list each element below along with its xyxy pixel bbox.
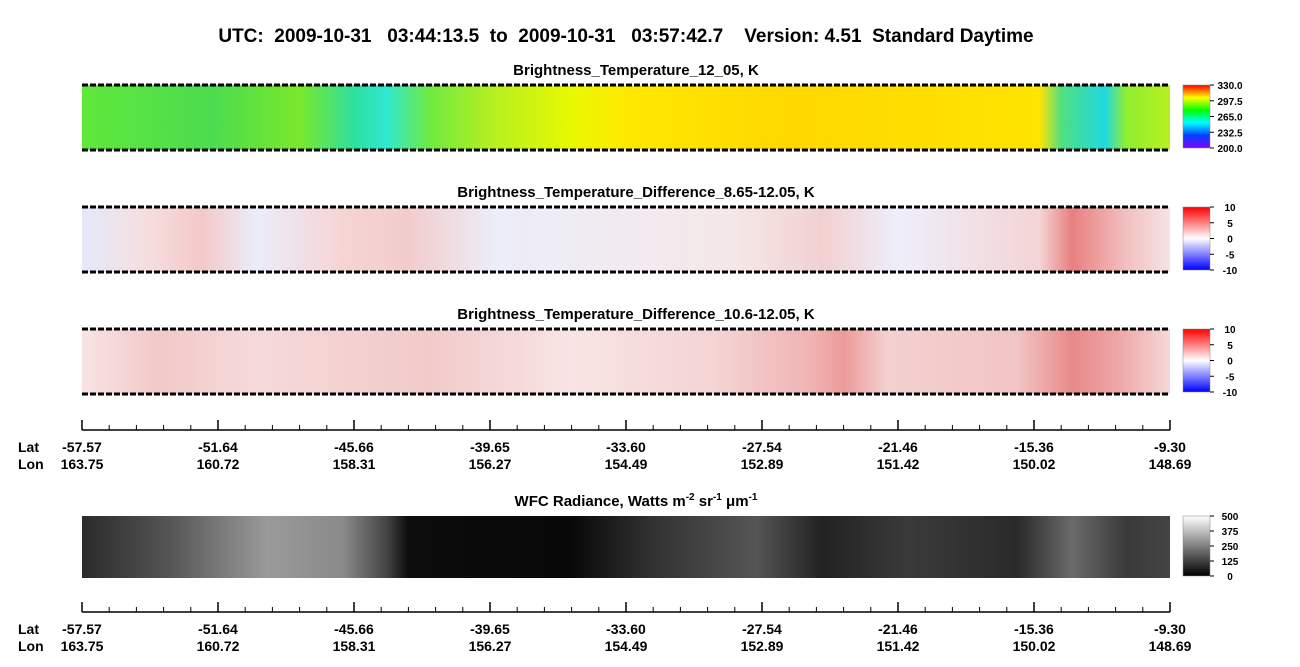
lon-label: 163.75 [61, 456, 104, 472]
lon-label: 156.27 [469, 638, 512, 654]
lat-label: -51.64 [198, 439, 238, 455]
title-segment: μm [722, 493, 749, 510]
colorbar-tick-label: 0 [1227, 572, 1233, 583]
lat-label: -9.30 [1154, 621, 1186, 637]
axis-row-label: Lat [18, 621, 39, 637]
colorbar-tick-label: 250 [1222, 542, 1239, 553]
image-strip [82, 329, 1170, 394]
lon-label: 158.31 [333, 638, 376, 654]
panel-title: WFC Radiance, Watts m-2 sr-1 μm-1 [515, 492, 758, 510]
colorbar [1182, 206, 1211, 271]
colorbar-tick-label: 5 [1227, 219, 1233, 230]
lat-label: -45.66 [334, 621, 374, 637]
lat-label: -15.36 [1014, 439, 1054, 455]
lat-label: -33.60 [606, 621, 646, 637]
title-segment: WFC Radiance, Watts m [515, 493, 686, 510]
lat-label: -51.64 [198, 621, 238, 637]
lon-label: 152.89 [741, 456, 784, 472]
colorbar-tick-label: -10 [1223, 388, 1238, 399]
image-strip [82, 516, 1170, 578]
lat-label: -33.60 [606, 439, 646, 455]
image-strip [82, 85, 1170, 150]
lon-label: 160.72 [197, 638, 240, 654]
colorbar-tick-label: 10 [1224, 203, 1236, 214]
lat-label: -57.57 [62, 621, 102, 637]
lon-label: 158.31 [333, 456, 376, 472]
colorbar [1182, 328, 1211, 393]
panel-title: Brightness_Temperature_Difference_8.65-1… [457, 184, 815, 201]
panel-title: Brightness_Temperature_12_05, K [513, 62, 759, 79]
lon-label: 151.42 [877, 638, 920, 654]
lon-label: 148.69 [1149, 456, 1192, 472]
lat-label: -57.57 [62, 439, 102, 455]
lon-label: 163.75 [61, 638, 104, 654]
lon-label: 152.89 [741, 638, 784, 654]
lat-label: -45.66 [334, 439, 374, 455]
lon-label: 151.42 [877, 456, 920, 472]
lat-label: -27.54 [742, 439, 782, 455]
colorbar-tick-label: 10 [1224, 325, 1236, 336]
lon-label: 150.02 [1013, 638, 1056, 654]
lat-label: -39.65 [470, 439, 510, 455]
colorbar-tick-label: 0 [1227, 235, 1233, 246]
title-segment: -1 [713, 492, 722, 503]
colorbar-tick-label: 200.0 [1217, 144, 1242, 155]
colorbar [1182, 515, 1211, 577]
axis-row-label: Lon [18, 456, 44, 472]
axis-row-label: Lat [18, 439, 39, 455]
colorbar-tick-label: 500 [1222, 512, 1239, 523]
lat-label: -15.36 [1014, 621, 1054, 637]
colorbar-tick-label: -5 [1226, 372, 1235, 383]
colorbar-tick-label: -10 [1223, 266, 1238, 277]
lon-label: 154.49 [605, 456, 648, 472]
colorbar-tick-label: 0 [1227, 357, 1233, 368]
lat-label: -21.46 [878, 621, 918, 637]
lon-label: 148.69 [1149, 638, 1192, 654]
lat-label: -9.30 [1154, 439, 1186, 455]
lon-label: 156.27 [469, 456, 512, 472]
panel-title: Brightness_Temperature_Difference_10.6-1… [457, 306, 815, 323]
colorbar-tick-label: 297.5 [1217, 97, 1242, 108]
lat-label: -27.54 [742, 621, 782, 637]
lon-label: 150.02 [1013, 456, 1056, 472]
image-strip [82, 207, 1170, 272]
lon-label: 154.49 [605, 638, 648, 654]
colorbar-tick-label: 265.0 [1217, 113, 1242, 124]
colorbar-tick-label: 330.0 [1217, 81, 1242, 92]
colorbar-tick-label: -5 [1226, 250, 1235, 261]
lon-label: 160.72 [197, 456, 240, 472]
title-segment: -1 [749, 492, 758, 503]
page-title: UTC: 2009-10-31 03:44:13.5 to 2009-10-31… [218, 26, 1033, 47]
title-segment: -2 [686, 492, 695, 503]
lat-label: -39.65 [470, 621, 510, 637]
colorbar-tick-label: 375 [1222, 527, 1239, 538]
colorbar [1182, 84, 1211, 149]
colorbar-tick-label: 232.5 [1217, 128, 1242, 139]
title-segment: sr [695, 493, 714, 510]
lat-label: -21.46 [878, 439, 918, 455]
colorbar-tick-label: 125 [1222, 557, 1239, 568]
colorbar-tick-label: 5 [1227, 341, 1233, 352]
axis-row-label: Lon [18, 638, 44, 654]
